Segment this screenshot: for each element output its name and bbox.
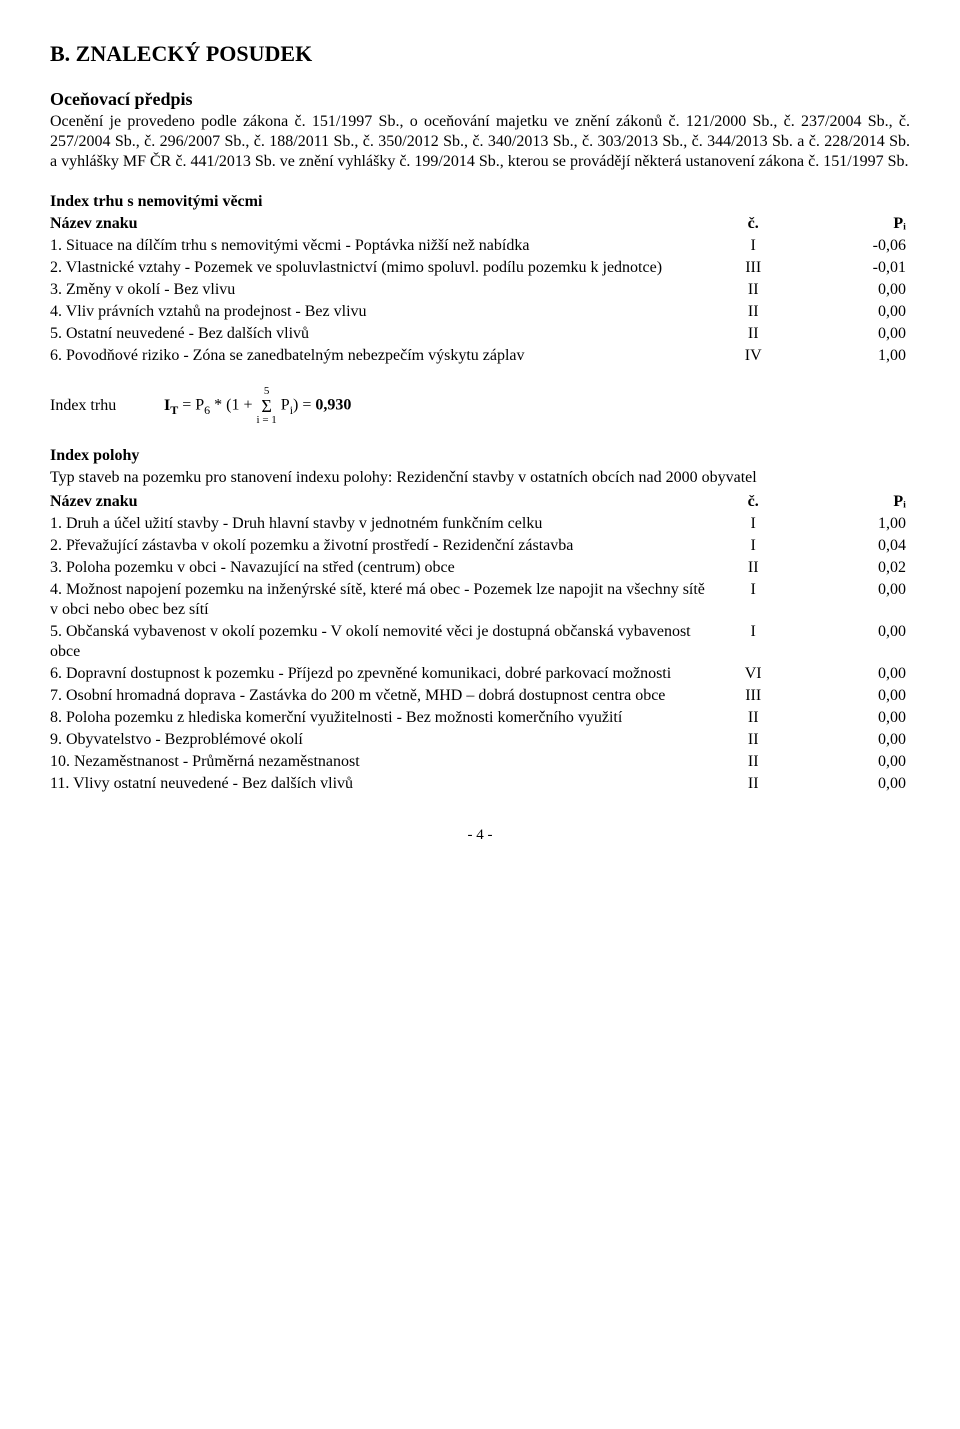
cell-name: 6. Povodňové riziko - Zóna se zanedbatel… xyxy=(50,346,721,368)
table1-hdr-c: č. xyxy=(721,214,790,236)
cell-c: II xyxy=(721,752,790,774)
cell-c: I xyxy=(721,236,790,258)
f-result: 0,930 xyxy=(315,397,351,414)
table-row: 5. Ostatní neuvedené - Bez dalších vlivů… xyxy=(50,324,910,346)
table-row: 5. Občanská vybavenost v okolí pozemku -… xyxy=(50,622,910,664)
cell-p: 0,00 xyxy=(790,280,910,302)
cell-p: -0,06 xyxy=(790,236,910,258)
cell-p: 0,00 xyxy=(790,580,910,622)
cell-p: 1,00 xyxy=(790,514,910,536)
table-row: 6. Dopravní dostupnost k pozemku - Příje… xyxy=(50,664,910,686)
cell-p: 0,00 xyxy=(790,664,910,686)
cell-c: II xyxy=(721,280,790,302)
table-row: 11. Vlivy ostatní neuvedené - Bez dalšíc… xyxy=(50,774,910,796)
f-eq4: ) = xyxy=(293,397,315,414)
table-row: 8. Poloha pozemku z hlediska komerční vy… xyxy=(50,708,910,730)
cell-name: 1. Druh a účel užití stavby - Druh hlavn… xyxy=(50,514,721,536)
formula-label: Index trhu xyxy=(50,396,160,416)
cell-c: II xyxy=(721,774,790,796)
table-row: 3. Změny v okolí - Bez vlivu II 0,00 xyxy=(50,280,910,302)
formula-expr: IT = P6 * (1 + 5Σi = 1 Pi) = 0,930 xyxy=(164,386,351,426)
cell-c: II xyxy=(721,708,790,730)
cell-p: 0,00 xyxy=(790,302,910,324)
cell-name: 6. Dopravní dostupnost k pozemku - Příje… xyxy=(50,664,721,686)
cell-name: 5. Občanská vybavenost v okolí pozemku -… xyxy=(50,622,721,664)
section2-paragraph: Typ staveb na pozemku pro stanovení inde… xyxy=(50,468,910,488)
section1-heading: Oceňovací předpis xyxy=(50,88,910,111)
cell-p: 0,02 xyxy=(790,558,910,580)
cell-c: II xyxy=(721,558,790,580)
sigma-symbol: Σ xyxy=(257,397,277,415)
page-footer: - 4 - xyxy=(50,826,910,845)
cell-c: I xyxy=(721,514,790,536)
table1-header-row: Název znaku č. Pᵢ xyxy=(50,214,910,236)
table2: Název znaku č. Pᵢ 1. Druh a účel užití s… xyxy=(50,492,910,796)
table-row: 9. Obyvatelstvo - Bezproblémové okolí II… xyxy=(50,730,910,752)
cell-name: 4. Možnost napojení pozemku na inženýrsk… xyxy=(50,580,721,622)
cell-p: 0,00 xyxy=(790,686,910,708)
table2-hdr-p: Pᵢ xyxy=(790,492,910,514)
cell-name: 2. Převažující zástavba v okolí pozemku … xyxy=(50,536,721,558)
table1: Název znaku č. Pᵢ 1. Situace na dílčím t… xyxy=(50,214,910,368)
cell-c: I xyxy=(721,622,790,664)
cell-c: III xyxy=(721,258,790,280)
table-row: 2. Vlastnické vztahy - Pozemek ve spoluv… xyxy=(50,258,910,280)
cell-c: I xyxy=(721,536,790,558)
f-eq3: P xyxy=(277,397,290,414)
table-row: 2. Převažující zástavba v okolí pozemku … xyxy=(50,536,910,558)
table-row: 4. Možnost napojení pozemku na inženýrsk… xyxy=(50,580,910,622)
sigma-bot: i = 1 xyxy=(257,415,277,426)
table2-hdr-c: č. xyxy=(721,492,790,514)
cell-c: II xyxy=(721,324,790,346)
cell-c: II xyxy=(721,730,790,752)
index-trhu-formula: Index trhu IT = P6 * (1 + 5Σi = 1 Pi) = … xyxy=(50,386,910,426)
cell-c: I xyxy=(721,580,790,622)
cell-name: 2. Vlastnické vztahy - Pozemek ve spoluv… xyxy=(50,258,721,280)
cell-p: 1,00 xyxy=(790,346,910,368)
table-row: 6. Povodňové riziko - Zóna se zanedbatel… xyxy=(50,346,910,368)
cell-p: 0,04 xyxy=(790,536,910,558)
f-eq1: = P xyxy=(178,397,204,414)
cell-name: 8. Poloha pozemku z hlediska komerční vy… xyxy=(50,708,721,730)
table-row: 7. Osobní hromadná doprava - Zastávka do… xyxy=(50,686,910,708)
cell-c: III xyxy=(721,686,790,708)
cell-name: 9. Obyvatelstvo - Bezproblémové okolí xyxy=(50,730,721,752)
table1-hdr-name: Název znaku xyxy=(50,214,721,236)
cell-c: II xyxy=(721,302,790,324)
cell-name: 1. Situace na dílčím trhu s nemovitými v… xyxy=(50,236,721,258)
table-row: 1. Druh a účel užití stavby - Druh hlavn… xyxy=(50,514,910,536)
cell-c: VI xyxy=(721,664,790,686)
table2-header-row: Název znaku č. Pᵢ xyxy=(50,492,910,514)
table-row: 4. Vliv právních vztahů na prodejnost - … xyxy=(50,302,910,324)
cell-p: 0,00 xyxy=(790,708,910,730)
table1-hdr-p: Pᵢ xyxy=(790,214,910,236)
f-eq2: * (1 + xyxy=(210,397,256,414)
cell-c: IV xyxy=(721,346,790,368)
table1-heading: Index trhu s nemovitými věcmi xyxy=(50,192,910,212)
cell-p: 0,00 xyxy=(790,730,910,752)
table2-hdr-name: Název znaku xyxy=(50,492,721,514)
cell-p: 0,00 xyxy=(790,752,910,774)
cell-name: 5. Ostatní neuvedené - Bez dalších vlivů xyxy=(50,324,721,346)
cell-p: -0,01 xyxy=(790,258,910,280)
cell-name: 4. Vliv právních vztahů na prodejnost - … xyxy=(50,302,721,324)
cell-name: 7. Osobní hromadná doprava - Zastávka do… xyxy=(50,686,721,708)
cell-name: 10. Nezaměstnanost - Průměrná nezaměstna… xyxy=(50,752,721,774)
cell-name: 3. Změny v okolí - Bez vlivu xyxy=(50,280,721,302)
cell-name: 3. Poloha pozemku v obci - Navazující na… xyxy=(50,558,721,580)
sigma-icon: 5Σi = 1 xyxy=(257,386,277,426)
table-row: 3. Poloha pozemku v obci - Navazující na… xyxy=(50,558,910,580)
table-row: 1. Situace na dílčím trhu s nemovitými v… xyxy=(50,236,910,258)
table-row: 10. Nezaměstnanost - Průměrná nezaměstna… xyxy=(50,752,910,774)
cell-p: 0,00 xyxy=(790,622,910,664)
cell-name: 11. Vlivy ostatní neuvedené - Bez dalšíc… xyxy=(50,774,721,796)
section1-paragraph: Ocenění je provedeno podle zákona č. 151… xyxy=(50,112,910,172)
page-title: B. ZNALECKÝ POSUDEK xyxy=(50,40,910,68)
cell-p: 0,00 xyxy=(790,324,910,346)
cell-p: 0,00 xyxy=(790,774,910,796)
section2-heading: Index polohy xyxy=(50,446,910,466)
